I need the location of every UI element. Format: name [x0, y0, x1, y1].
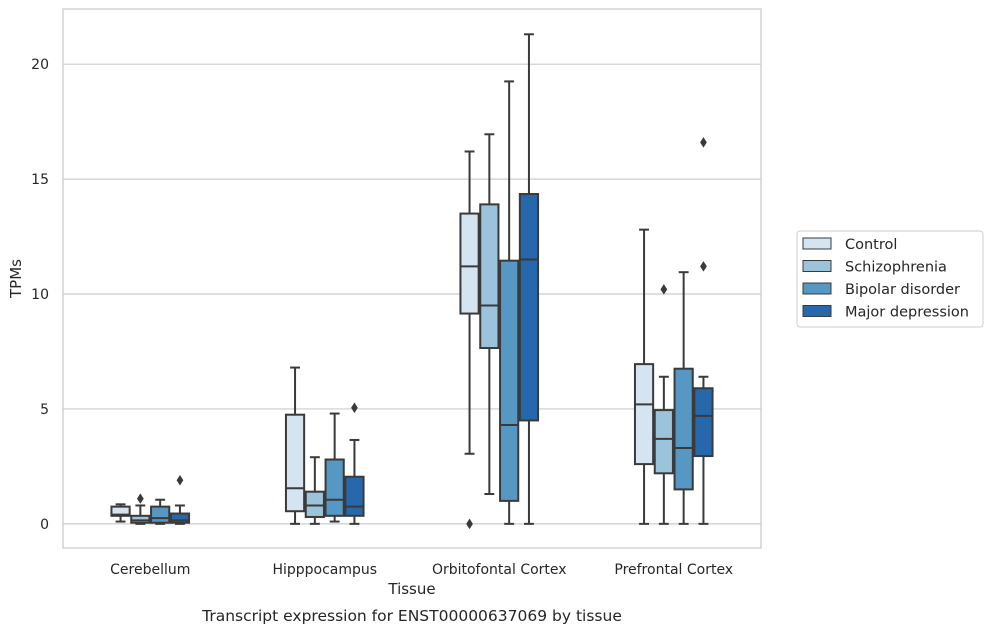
x-tick-label: Orbitofontal Cortex: [432, 562, 567, 578]
outlier-point: [136, 493, 144, 504]
box-body: [499, 259, 520, 502]
box-body: [304, 490, 325, 518]
box-3-3: [693, 137, 714, 525]
x-tick-label: Prefrontal Cortex: [614, 562, 733, 578]
legend: Control Schizophrenia Bipolar disorder Majo…: [796, 230, 984, 328]
box-0-3: [169, 474, 191, 525]
outlier-point: [351, 402, 358, 414]
box-3-2: [673, 271, 694, 525]
box-body: [653, 409, 674, 475]
x-tick-label: Hipppocampus: [272, 562, 377, 578]
box-body: [150, 505, 171, 524]
box-2-2: [499, 80, 520, 525]
legend-swatch: [802, 260, 832, 272]
box-1-1: [304, 456, 325, 525]
y-tick-label: 5: [40, 402, 49, 418]
box-body: [518, 193, 540, 422]
legend-entry-label: Bipolar disorder: [845, 282, 960, 298]
box-2-0: [459, 150, 480, 530]
box-3-0: [633, 228, 655, 525]
box-1-2: [324, 412, 345, 523]
y-tick-label: 0: [40, 517, 49, 533]
x-axis-ticks: Cerebellum Hipppocampus Orbitofontal Corte…: [110, 562, 733, 578]
box-body: [459, 212, 480, 315]
box-body: [479, 203, 500, 350]
plot-area-frame: [62, 8, 762, 549]
chart-caption: Transcript expression for ENST0000063706…: [201, 607, 622, 625]
outlier-point: [176, 474, 184, 486]
legend-swatch: [802, 237, 832, 250]
legend-entry-label: Major depression: [845, 305, 969, 321]
legend-entry-label: Control: [845, 237, 897, 253]
y-tick-label: 10: [31, 287, 49, 303]
legend-swatch: [802, 305, 832, 317]
box-1-0: [284, 366, 306, 525]
y-axis-label: TPMs: [7, 259, 25, 299]
box-1-3: [344, 402, 365, 525]
box-body: [169, 512, 191, 524]
legend-swatch: [802, 282, 832, 295]
box-body: [633, 363, 655, 466]
box-body: [693, 387, 714, 458]
box-0-0: [110, 503, 131, 523]
box-body: [344, 475, 365, 517]
box-2-3: [518, 33, 540, 525]
x-axis-label: Tissue: [387, 580, 435, 598]
box-0-2: [150, 498, 171, 525]
y-axis-ticks: 0 5 10 15 20: [31, 57, 49, 533]
box-0-1: [130, 493, 151, 525]
y-tick-label: 15: [31, 172, 49, 188]
legend-frame: [796, 230, 984, 328]
outlier-point: [700, 261, 707, 272]
box-body: [284, 413, 306, 513]
outlier-point: [660, 284, 668, 295]
box-body: [110, 505, 131, 517]
box-groups: [110, 33, 714, 530]
y-tick-label: 20: [31, 57, 49, 73]
box-2-1: [479, 133, 500, 495]
legend-entry-label: Schizophrenia: [845, 260, 947, 276]
box-body: [324, 458, 345, 517]
x-tick-label: Cerebellum: [110, 562, 190, 578]
outlier-point: [700, 137, 707, 148]
box-3-1: [653, 284, 674, 525]
box-body: [673, 367, 694, 491]
box-body: [130, 514, 151, 524]
outlier-point: [466, 518, 473, 530]
